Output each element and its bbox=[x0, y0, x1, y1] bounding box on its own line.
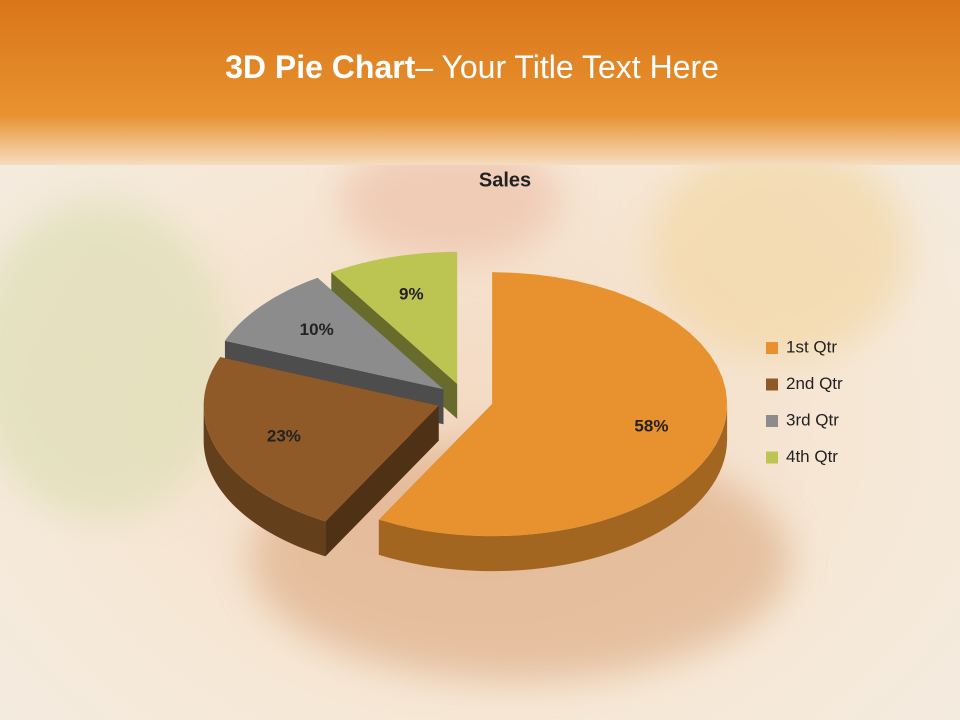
legend-swatch bbox=[766, 415, 778, 427]
slide-title: 3D Pie Chart– Your Title Text Here bbox=[225, 49, 719, 85]
slice bbox=[203, 357, 439, 522]
legend-label: 4th Qtr bbox=[786, 447, 838, 466]
data-label: 9% bbox=[399, 285, 424, 304]
legend-swatch bbox=[766, 378, 778, 391]
legend-swatch bbox=[766, 451, 778, 464]
data-label: 23% bbox=[267, 426, 301, 445]
legend: 1st Qtr 2nd Qtr 3rd Qtr 4th Qtr bbox=[766, 337, 843, 466]
header-band bbox=[0, 0, 960, 165]
slice bbox=[331, 251, 458, 384]
legend-label: 2nd Qtr bbox=[786, 374, 843, 393]
slice-side bbox=[378, 404, 728, 572]
slice-wall bbox=[325, 405, 439, 557]
slide-title-rest: – Your Title Text Here bbox=[415, 49, 719, 85]
chart-title: Sales bbox=[479, 169, 531, 191]
slice bbox=[378, 272, 728, 537]
slice-side bbox=[203, 405, 326, 557]
legend-swatch bbox=[766, 342, 778, 354]
data-label: 58% bbox=[634, 417, 668, 436]
legend-label: 3rd Qtr bbox=[786, 410, 839, 429]
legend-label: 1st Qtr bbox=[786, 337, 837, 356]
slide-title-bold: 3D Pie Chart bbox=[225, 49, 416, 85]
slice bbox=[224, 277, 444, 390]
pie: 58% 23% 10% 9% bbox=[203, 251, 728, 572]
data-label: 10% bbox=[300, 320, 334, 339]
